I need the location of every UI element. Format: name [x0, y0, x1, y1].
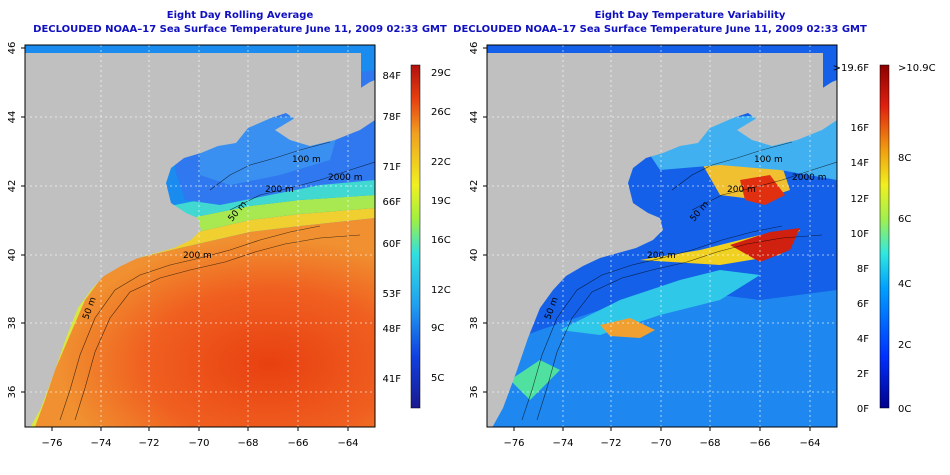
- colorbar-label: 22C: [431, 157, 451, 168]
- contour-label: 200 m: [183, 251, 212, 261]
- x-tick-label: −76: [503, 438, 524, 449]
- y-tick-label: 38: [469, 317, 480, 330]
- colorbar-label: 14F: [851, 158, 870, 169]
- colorbar-label: 2F: [857, 369, 869, 380]
- left-colorbar: [410, 64, 421, 409]
- y-tick-label: 44: [7, 111, 18, 124]
- colorbar-label: 9C: [431, 323, 444, 334]
- x-tick-label: −64: [337, 438, 358, 449]
- contour-label: 2000 m: [792, 173, 827, 183]
- right-y-axis-labels: 46 44 42 40 38 36: [469, 42, 480, 399]
- right-colorbar-c-labels: >10.9C 8C 6C 4C 2C 0C: [898, 63, 936, 415]
- right-colorbar-f-labels: >19.6F 16F 14F 12F 10F 8F 6F 4F 2F 0F: [833, 63, 870, 415]
- contour-label: 2000 m: [328, 173, 363, 183]
- left-sst-map: [25, 45, 375, 427]
- contour-label: 100 m: [292, 155, 321, 165]
- colorbar-label: 53F: [383, 289, 402, 300]
- colorbar-label: 6C: [898, 214, 911, 225]
- colorbar-label: 60F: [383, 239, 402, 250]
- x-tick-label: −70: [188, 438, 209, 449]
- contour-label: 200 m: [647, 251, 676, 261]
- left-colorbar-f-labels: 84F 78F 71F 66F 60F 53F 48F 41F: [383, 71, 402, 385]
- left-colorbar-c-labels: 29C 26C 22C 19C 16C 12C 9C 5C: [431, 68, 451, 384]
- contour-label: 100 m: [754, 155, 783, 165]
- right-map-frame: [486, 44, 838, 428]
- right-variability-map: [487, 45, 837, 427]
- right-map-subtitle: DECLOUDED NOAA–17 Sea Surface Temperatur…: [453, 24, 867, 35]
- left-x-axis-labels: −76 −74 −72 −70 −68 −66 −64: [41, 438, 358, 449]
- colorbar-label: 0F: [857, 404, 869, 415]
- colorbar-label: 26C: [431, 107, 451, 118]
- contour-label: 200 m: [727, 185, 756, 195]
- x-tick-label: −68: [237, 438, 258, 449]
- colorbar-label: 6F: [857, 299, 869, 310]
- x-tick-label: −72: [138, 438, 159, 449]
- y-tick-label: 36: [7, 386, 18, 399]
- colorbar-label: 4F: [857, 334, 869, 345]
- y-tick-label: 40: [7, 249, 18, 262]
- contour-label: 200 m: [265, 185, 294, 195]
- colorbar-label: 16C: [431, 235, 451, 246]
- colorbar-label: 10F: [851, 229, 870, 240]
- colorbar-label: 4C: [898, 279, 911, 290]
- y-tick-label: 42: [469, 180, 480, 193]
- x-tick-label: −70: [650, 438, 671, 449]
- colorbar-label: 71F: [383, 162, 402, 173]
- colorbar-label: 0C: [898, 404, 911, 415]
- y-tick-label: 40: [469, 249, 480, 262]
- colorbar-label: 29C: [431, 68, 451, 79]
- x-tick-label: −74: [552, 438, 573, 449]
- colorbar-label: 84F: [383, 71, 402, 82]
- x-tick-label: −76: [41, 438, 62, 449]
- left-y-axis-labels: 46 44 42 40 38 36: [7, 42, 18, 399]
- colorbar-label: >10.9C: [898, 63, 936, 74]
- y-tick-label: 44: [469, 111, 480, 124]
- x-tick-label: −72: [600, 438, 621, 449]
- colorbar-label: 8C: [898, 153, 911, 164]
- colorbar-label: 41F: [383, 374, 402, 385]
- colorbar-label: 8F: [857, 264, 869, 275]
- left-map-frame: [24, 44, 376, 428]
- colorbar-label: 48F: [383, 324, 402, 335]
- colorbar-label: 12F: [851, 194, 870, 205]
- x-tick-label: −68: [699, 438, 720, 449]
- right-colorbar: [879, 64, 890, 409]
- colorbar-label: 12C: [431, 285, 451, 296]
- x-tick-label: −66: [749, 438, 770, 449]
- y-tick-label: 46: [469, 42, 480, 55]
- left-map-subtitle: DECLOUDED NOAA–17 Sea Surface Temperatur…: [33, 24, 447, 35]
- colorbar-label: 66F: [383, 197, 402, 208]
- right-map-title: Eight Day Temperature Variability: [594, 10, 786, 21]
- colorbar-label: 2C: [898, 340, 911, 351]
- colorbar-label: >19.6F: [833, 63, 870, 74]
- x-tick-label: −66: [287, 438, 308, 449]
- y-tick-label: 38: [7, 317, 18, 330]
- y-tick-label: 42: [7, 180, 18, 193]
- colorbar-label: 78F: [383, 112, 402, 123]
- y-tick-label: 46: [7, 42, 18, 55]
- left-map-title: Eight Day Rolling Average: [166, 10, 314, 21]
- x-tick-label: −74: [90, 438, 111, 449]
- y-tick-label: 36: [469, 386, 480, 399]
- right-x-axis-labels: −76 −74 −72 −70 −68 −66 −64: [503, 438, 820, 449]
- colorbar-label: 16F: [851, 123, 870, 134]
- colorbar-label: 5C: [431, 373, 444, 384]
- colorbar-label: 19C: [431, 196, 451, 207]
- x-tick-label: −64: [799, 438, 820, 449]
